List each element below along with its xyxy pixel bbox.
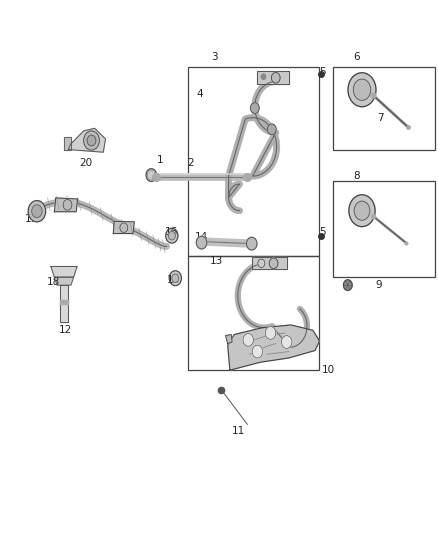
Text: 6: 6 xyxy=(353,52,360,61)
Circle shape xyxy=(252,345,263,358)
Text: 9: 9 xyxy=(375,280,381,290)
Polygon shape xyxy=(51,266,77,277)
Text: 10: 10 xyxy=(321,365,335,375)
Text: 18: 18 xyxy=(46,278,60,287)
Circle shape xyxy=(84,131,99,150)
Circle shape xyxy=(258,259,265,268)
Polygon shape xyxy=(64,138,71,150)
Circle shape xyxy=(353,79,371,100)
Polygon shape xyxy=(68,128,106,152)
Polygon shape xyxy=(226,335,232,344)
Bar xyxy=(332,67,435,150)
Polygon shape xyxy=(228,325,319,370)
Circle shape xyxy=(146,168,156,181)
Text: 20: 20 xyxy=(79,158,92,168)
Circle shape xyxy=(261,74,266,79)
Text: 14: 14 xyxy=(195,232,208,243)
Text: 15: 15 xyxy=(166,275,180,285)
Circle shape xyxy=(168,231,175,240)
Text: 5: 5 xyxy=(320,227,326,237)
Text: 13: 13 xyxy=(210,256,223,266)
Polygon shape xyxy=(113,221,134,233)
Circle shape xyxy=(166,228,178,243)
Text: 12: 12 xyxy=(59,325,72,335)
Text: 17: 17 xyxy=(114,222,127,232)
Circle shape xyxy=(172,274,179,282)
Circle shape xyxy=(32,205,42,217)
Circle shape xyxy=(251,103,259,114)
Polygon shape xyxy=(54,277,74,285)
Polygon shape xyxy=(257,71,289,84)
Bar xyxy=(188,67,319,256)
Text: 2: 2 xyxy=(187,158,194,168)
Text: 5: 5 xyxy=(320,68,326,77)
Circle shape xyxy=(243,334,254,346)
Circle shape xyxy=(120,223,128,232)
Circle shape xyxy=(63,199,72,210)
Circle shape xyxy=(169,271,181,286)
Circle shape xyxy=(268,124,276,135)
Circle shape xyxy=(349,195,375,227)
Text: 16: 16 xyxy=(164,227,177,237)
Circle shape xyxy=(354,201,370,220)
Text: 1: 1 xyxy=(157,155,163,165)
Circle shape xyxy=(343,280,352,290)
Circle shape xyxy=(348,72,376,107)
Circle shape xyxy=(282,336,292,349)
Text: 19: 19 xyxy=(25,214,38,224)
Text: 4: 4 xyxy=(196,88,203,99)
Bar xyxy=(188,256,319,370)
Circle shape xyxy=(272,72,280,83)
Circle shape xyxy=(269,258,278,269)
Circle shape xyxy=(196,236,207,249)
Polygon shape xyxy=(54,198,78,212)
Text: 8: 8 xyxy=(353,171,360,181)
Text: 3: 3 xyxy=(211,52,218,61)
Circle shape xyxy=(247,237,257,250)
Polygon shape xyxy=(252,257,287,269)
Circle shape xyxy=(265,327,276,340)
Polygon shape xyxy=(60,300,68,304)
Bar xyxy=(332,181,435,277)
Text: 7: 7 xyxy=(377,112,384,123)
Circle shape xyxy=(87,135,96,146)
Text: 11: 11 xyxy=(232,426,245,437)
Polygon shape xyxy=(60,285,68,322)
Circle shape xyxy=(28,200,46,222)
